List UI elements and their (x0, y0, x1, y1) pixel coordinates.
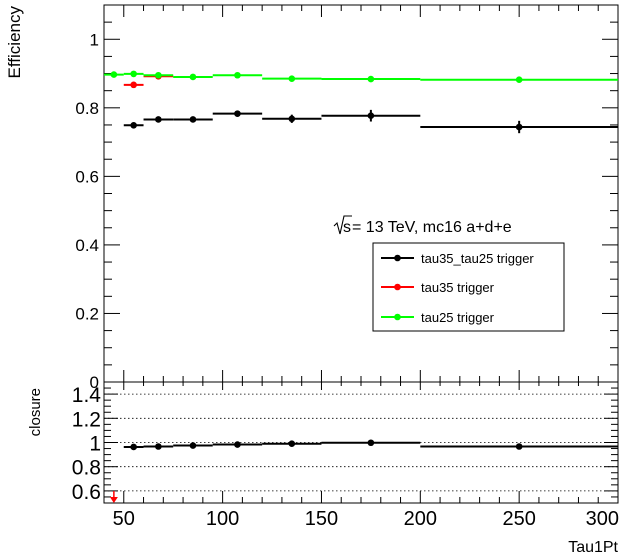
out-of-range-arrow-head (109, 497, 118, 503)
data-point (189, 73, 197, 81)
data-point (155, 116, 162, 123)
data-point (234, 71, 241, 79)
data-point (367, 75, 375, 83)
legend-marker (394, 313, 401, 321)
legend-label: tau35_tau25 trigger (421, 251, 534, 266)
closure-x-ticks: 50 100 150 200 250 300 (103, 382, 619, 530)
series-tau35-tau25-trigger (123, 109, 618, 134)
data-point (189, 442, 197, 449)
y-tick-label: 0.8 (72, 457, 101, 480)
legend: tau35_tau25 trigger tau35 trigger tau25 … (372, 242, 565, 332)
data-point (110, 71, 118, 78)
legend-entry-tau35: tau35 trigger (381, 280, 495, 295)
data-point (130, 121, 137, 129)
x-tick-label: 300 (586, 508, 619, 530)
y-tick-label: 0 (90, 373, 99, 392)
sqrt-symbol (333, 215, 352, 235)
data-point (288, 75, 296, 82)
closure-y-ticks: 0.60.811.21.4 (72, 381, 618, 504)
closure-y-axis-label: closure (27, 388, 44, 436)
y-tick-label: 0.6 (72, 481, 101, 504)
data-point (155, 443, 162, 450)
data-point (288, 440, 296, 448)
efficiency-y-ticks: 0 0.2 0.4 0.6 0.8 1 (75, 4, 618, 392)
y-tick-label: 0.6 (75, 167, 99, 186)
closure-series-points (123, 439, 618, 451)
y-tick-label: 0.4 (75, 236, 99, 255)
y-tick-label: 1.2 (72, 408, 101, 431)
efficiency-x-ticks (103, 5, 619, 382)
y-tick-label: 0.8 (75, 99, 99, 118)
data-point (515, 76, 523, 84)
energy-annotation: s = 13 TeV, mc16 a+d+e (333, 215, 512, 236)
x-tick-label: 50 (113, 508, 135, 530)
legend-marker (394, 254, 401, 262)
y-tick-label: 0.2 (75, 304, 99, 323)
data-point (130, 70, 137, 78)
energy-annotation-text: = 13 TeV, mc16 a+d+e (352, 219, 512, 236)
x-tick-label: 100 (206, 508, 239, 530)
x-tick-label: 250 (502, 508, 535, 530)
y-tick-label: 1.4 (72, 384, 102, 407)
efficiency-series (104, 70, 618, 134)
data-point (515, 443, 523, 450)
data-point (234, 110, 241, 117)
data-point (515, 123, 523, 131)
legend-entry-tau35-tau25: tau35_tau25 trigger (381, 251, 534, 266)
data-point (189, 116, 197, 123)
data-point (155, 71, 162, 79)
x-tick-label: 200 (404, 508, 437, 530)
data-point (234, 441, 241, 448)
data-point (367, 112, 375, 120)
y-tick-label: 1 (90, 30, 99, 49)
sqrt-radicand: s (343, 219, 351, 236)
legend-label: tau35 trigger (421, 280, 495, 295)
efficiency-y-axis-label: Efficiency (5, 6, 24, 79)
x-tick-label: 150 (305, 508, 338, 530)
legend-marker (394, 283, 401, 291)
series-tau25-trigger (104, 70, 618, 84)
y-tick-label: 1 (89, 433, 101, 456)
x-axis-label: Tau1Pt (568, 539, 618, 555)
data-point (288, 115, 296, 123)
closure-series (109, 439, 618, 503)
legend-entry-tau25: tau25 trigger (381, 310, 495, 325)
data-point (367, 439, 375, 447)
data-point (130, 81, 137, 89)
data-point (130, 443, 137, 451)
legend-label: tau25 trigger (421, 310, 495, 325)
